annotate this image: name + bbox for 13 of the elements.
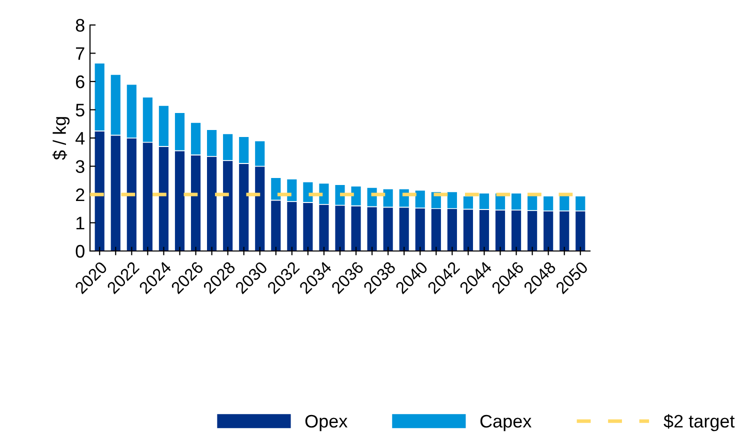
legend-label: $2 target <box>664 414 735 432</box>
y-tick-label: 2 <box>76 188 84 202</box>
legend-label: Opex <box>305 414 348 432</box>
y-tick-label: 4 <box>76 132 85 145</box>
y-axis-title: $ / kg <box>52 117 70 160</box>
y-tick-label: 3 <box>76 160 84 173</box>
y-tick-label: 6 <box>76 75 84 88</box>
y-tick-label: 0 <box>76 244 84 258</box>
y-tick-label: 7 <box>76 47 84 60</box>
legend-label: Capex <box>480 414 532 432</box>
y-tick-label: 1 <box>76 216 84 230</box>
y-tick-label: 8 <box>76 18 84 32</box>
y-tick-label: 5 <box>76 104 84 116</box>
